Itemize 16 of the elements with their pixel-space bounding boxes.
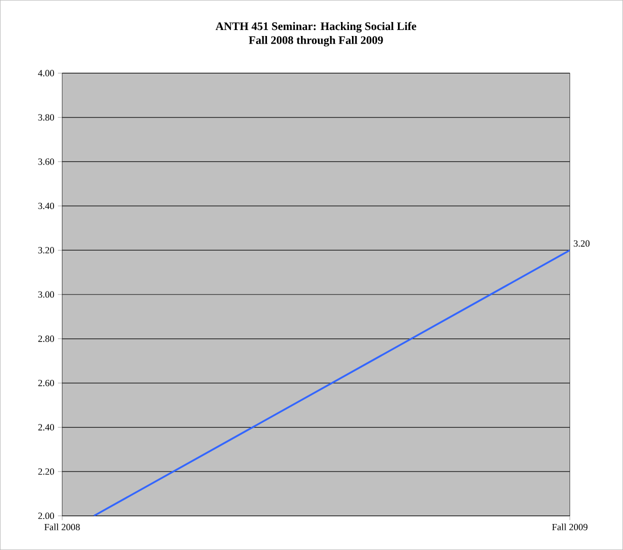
x-tick-label: Fall 2009 [552,524,588,530]
chart-title: ANTH 451 Seminar: Hacking Social Life [216,22,416,32]
y-tick-label: 4.00 [38,70,54,76]
y-tick-label: 3.00 [38,291,54,298]
y-tick-label: 3.80 [38,114,54,121]
y-tick-label: 2.60 [38,380,54,386]
y-tick-label: 2.20 [38,468,54,475]
data-label: 3.20 [574,240,590,247]
y-tick-label: 2.40 [38,424,54,431]
y-tick-label: 2.80 [38,336,54,342]
y-tick-label: 2.00 [38,512,54,520]
y-tick-label: 3.40 [38,202,54,210]
x-tick-label: Fall 2008 [44,524,80,530]
y-tick-label: 3.60 [38,158,54,165]
y-tick-label: 3.20 [38,247,54,254]
chart-subtitle: Fall 2008 through Fall 2009 [248,36,383,46]
